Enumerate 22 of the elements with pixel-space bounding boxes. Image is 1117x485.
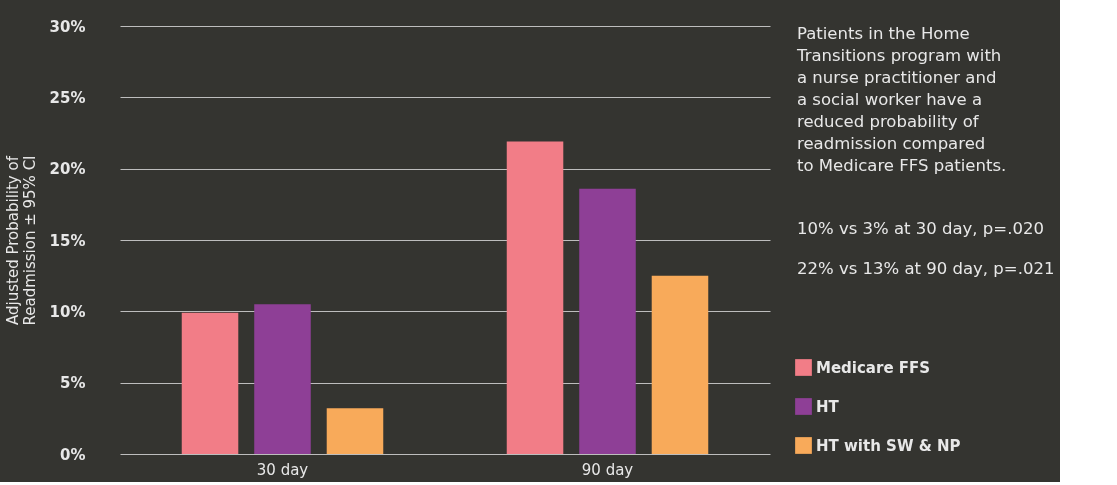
y-tick-label: 15% [49, 231, 86, 250]
y-tick-label: 30% [49, 17, 86, 36]
legend-label: Medicare FFS [816, 358, 931, 377]
legend-label: HT [816, 397, 840, 416]
x-tick-label: 30 day [256, 460, 309, 479]
bar [506, 141, 564, 454]
y-tick-label: 10% [49, 302, 86, 321]
bar [254, 304, 311, 454]
legend-label: HT with SW & NP [816, 436, 961, 455]
bar [181, 312, 239, 454]
text: 10% vs 3% at 30 day, p=.020 [797, 219, 1044, 238]
y-tick-label: 5% [60, 374, 86, 393]
x-tick-label: 90 day [581, 460, 634, 479]
y-axis-title: Adjusted Probability of Readmission ± 95% CI [3, 155, 39, 326]
y-tick-label: 25% [49, 88, 86, 107]
y-tick-label: 20% [49, 160, 86, 179]
text: Patients in the Home Transitions program with a nurse practitioner and a social worker have a reduced probability of readmission compared to Medicare FFS patients. [796, 24, 1007, 175]
bar [326, 408, 384, 454]
y-tick-label: 0% [60, 445, 86, 464]
bar [579, 188, 636, 454]
bar [651, 275, 709, 454]
text: 22% vs 13% at 90 day, p=.021 [797, 259, 1055, 278]
